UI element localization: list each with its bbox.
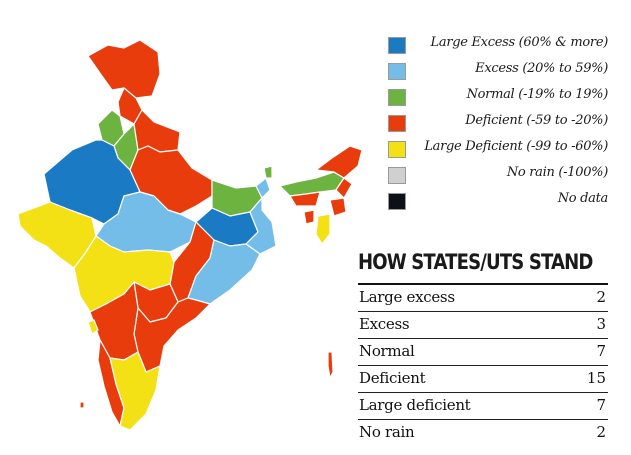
region-assam (279, 171, 345, 197)
legend-item-excess: Excess (20% to 59%) (388, 60, 608, 86)
stand-label: No rain (359, 423, 415, 441)
legend-item-normal: Normal (-19% to 19%) (388, 86, 608, 112)
legend-item-no-rain: No rain (-100%) (388, 164, 608, 190)
stand-label: Large excess (359, 288, 455, 306)
stand-value: 7 (596, 342, 606, 360)
legend-item-large-deficient: Large Deficient (-99 to -60%) (388, 138, 608, 164)
stand-row-normal: Normal 7 (358, 338, 608, 365)
stand-value: 2 (596, 423, 606, 441)
stand-value: 2 (596, 288, 606, 306)
legend-label: No rain (-100%) (506, 165, 608, 180)
region-arunachal-pradesh (315, 145, 363, 179)
stand-title: HOW STATES/UTS STAND (358, 250, 593, 274)
region-nagaland (335, 177, 353, 199)
stand-row-large-excess: Large excess 2 (358, 283, 608, 311)
legend-label: Large Excess (60% & more) (430, 35, 609, 50)
region-mizoram (315, 213, 331, 245)
region-west-bengal (245, 177, 277, 255)
legend-swatch (388, 63, 406, 80)
legend-swatch (388, 193, 406, 210)
india-rainfall-map (17, 39, 363, 431)
region-goa (87, 319, 99, 335)
stand-label: Normal (359, 342, 415, 360)
legend-label: No data (557, 191, 609, 206)
legend-label: Large Deficient (-99 to -60%) (424, 139, 608, 154)
stand-label: Deficient (359, 369, 426, 387)
legend-swatch (388, 115, 406, 132)
stand-table: Large excess 2 Excess 3 Normal 7 Deficie… (358, 283, 608, 446)
region-sikkim (263, 165, 273, 179)
region-jammu-kashmir (87, 39, 161, 99)
region-meghalaya (289, 191, 321, 207)
stand-label: Excess (359, 315, 410, 333)
legend-swatch (388, 167, 406, 184)
stand-row-no-rain: No rain 2 (358, 419, 608, 446)
region-odisha (187, 239, 261, 305)
stand-row-large-deficient: Large deficient 7 (358, 392, 608, 419)
region-andaman-nicobar (327, 351, 334, 379)
stand-row-deficient: Deficient 15 (358, 365, 608, 392)
legend-swatch (388, 37, 406, 54)
stand-row-excess: Excess 3 (358, 311, 608, 338)
region-tamil-nadu (109, 351, 161, 431)
region-tripura (303, 209, 315, 225)
map-legend: Large Excess (60% & more) Excess (20% to… (388, 34, 608, 216)
legend-swatch (388, 89, 406, 106)
legend-item-no-data: No data (388, 190, 608, 216)
legend-swatch (388, 141, 406, 158)
region-uttarakhand (133, 109, 181, 153)
stand-label: Large deficient (359, 396, 471, 414)
region-lakshadweep (79, 401, 85, 409)
legend-label: Deficient (-59 to -20%) (465, 113, 608, 128)
legend-item-deficient: Deficient (-59 to -20%) (388, 112, 608, 138)
stand-value: 15 (586, 369, 606, 387)
stand-value: 7 (596, 396, 606, 414)
stand-value: 3 (596, 315, 606, 333)
legend-item-large-excess: Large Excess (60% & more) (388, 34, 608, 60)
legend-label: Normal (-19% to 19%) (466, 87, 609, 102)
legend-label: Excess (20% to 59%) (475, 61, 608, 76)
region-manipur (329, 197, 347, 217)
